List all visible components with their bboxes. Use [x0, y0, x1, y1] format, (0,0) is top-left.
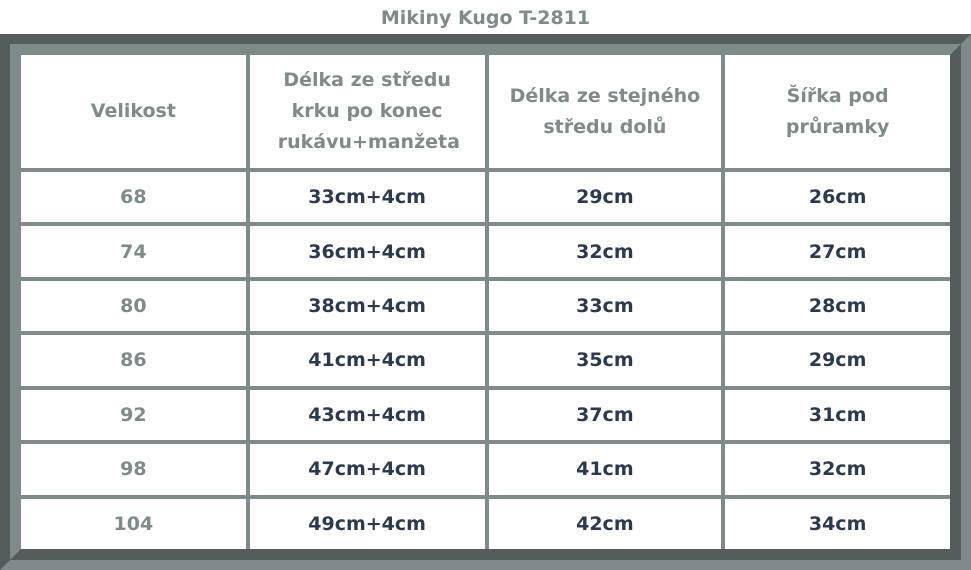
cell-width: 31cm	[725, 389, 950, 441]
cell-body-length: 29cm	[488, 172, 722, 223]
table-row: 68 33cm+4cm 29cm 26cm	[21, 172, 950, 223]
table-row: 86 41cm+4cm 35cm 29cm	[21, 335, 950, 386]
cell-body-length: 35cm	[488, 335, 722, 386]
header-width: Šířka pod průramky	[725, 55, 950, 168]
cell-width: 28cm	[725, 280, 950, 332]
cell-sleeve-length: 49cm+4cm	[249, 498, 485, 549]
cell-body-length: 42cm	[488, 498, 722, 549]
cell-body-length: 32cm	[488, 226, 722, 277]
cell-sleeve-length: 36cm+4cm	[249, 226, 485, 277]
table-row: 98 47cm+4cm 41cm 32cm	[21, 444, 950, 495]
cell-body-length: 33cm	[488, 280, 722, 332]
table-frame: Velikost Délka ze středu krku po konec r…	[0, 34, 971, 570]
cell-size: 74	[21, 226, 246, 277]
header-body-length: Délka ze stejného středu dolů	[488, 55, 722, 168]
cell-width: 29cm	[725, 335, 950, 386]
table-row: 92 43cm+4cm 37cm 31cm	[21, 389, 950, 441]
cell-sleeve-length: 33cm+4cm	[249, 172, 485, 223]
cell-width: 27cm	[725, 226, 950, 277]
table-row: 104 49cm+4cm 42cm 34cm	[21, 498, 950, 549]
header-sleeve-length: Délka ze středu krku po konec rukávu+man…	[249, 55, 485, 168]
header-size: Velikost	[21, 55, 246, 168]
cell-size: 92	[21, 389, 246, 441]
cell-size: 68	[21, 172, 246, 223]
table-row: 80 38cm+4cm 33cm 28cm	[21, 280, 950, 332]
cell-sleeve-length: 38cm+4cm	[249, 280, 485, 332]
cell-body-length: 41cm	[488, 444, 722, 495]
cell-size: 98	[21, 444, 246, 495]
cell-sleeve-length: 41cm+4cm	[249, 335, 485, 386]
header-row: Velikost Délka ze středu krku po konec r…	[21, 55, 950, 168]
cell-sleeve-length: 47cm+4cm	[249, 444, 485, 495]
table-row: 74 36cm+4cm 32cm 27cm	[21, 226, 950, 277]
cell-size: 86	[21, 335, 246, 386]
cell-width: 26cm	[725, 172, 950, 223]
cell-size: 80	[21, 280, 246, 332]
page-title: Mikiny Kugo T-2811	[380, 7, 591, 29]
cell-width: 32cm	[725, 444, 950, 495]
cell-sleeve-length: 43cm+4cm	[249, 389, 485, 441]
cell-width: 34cm	[725, 498, 950, 549]
size-table: Velikost Délka ze středu krku po konec r…	[17, 51, 954, 553]
cell-body-length: 37cm	[488, 389, 722, 441]
cell-size: 104	[21, 498, 246, 549]
